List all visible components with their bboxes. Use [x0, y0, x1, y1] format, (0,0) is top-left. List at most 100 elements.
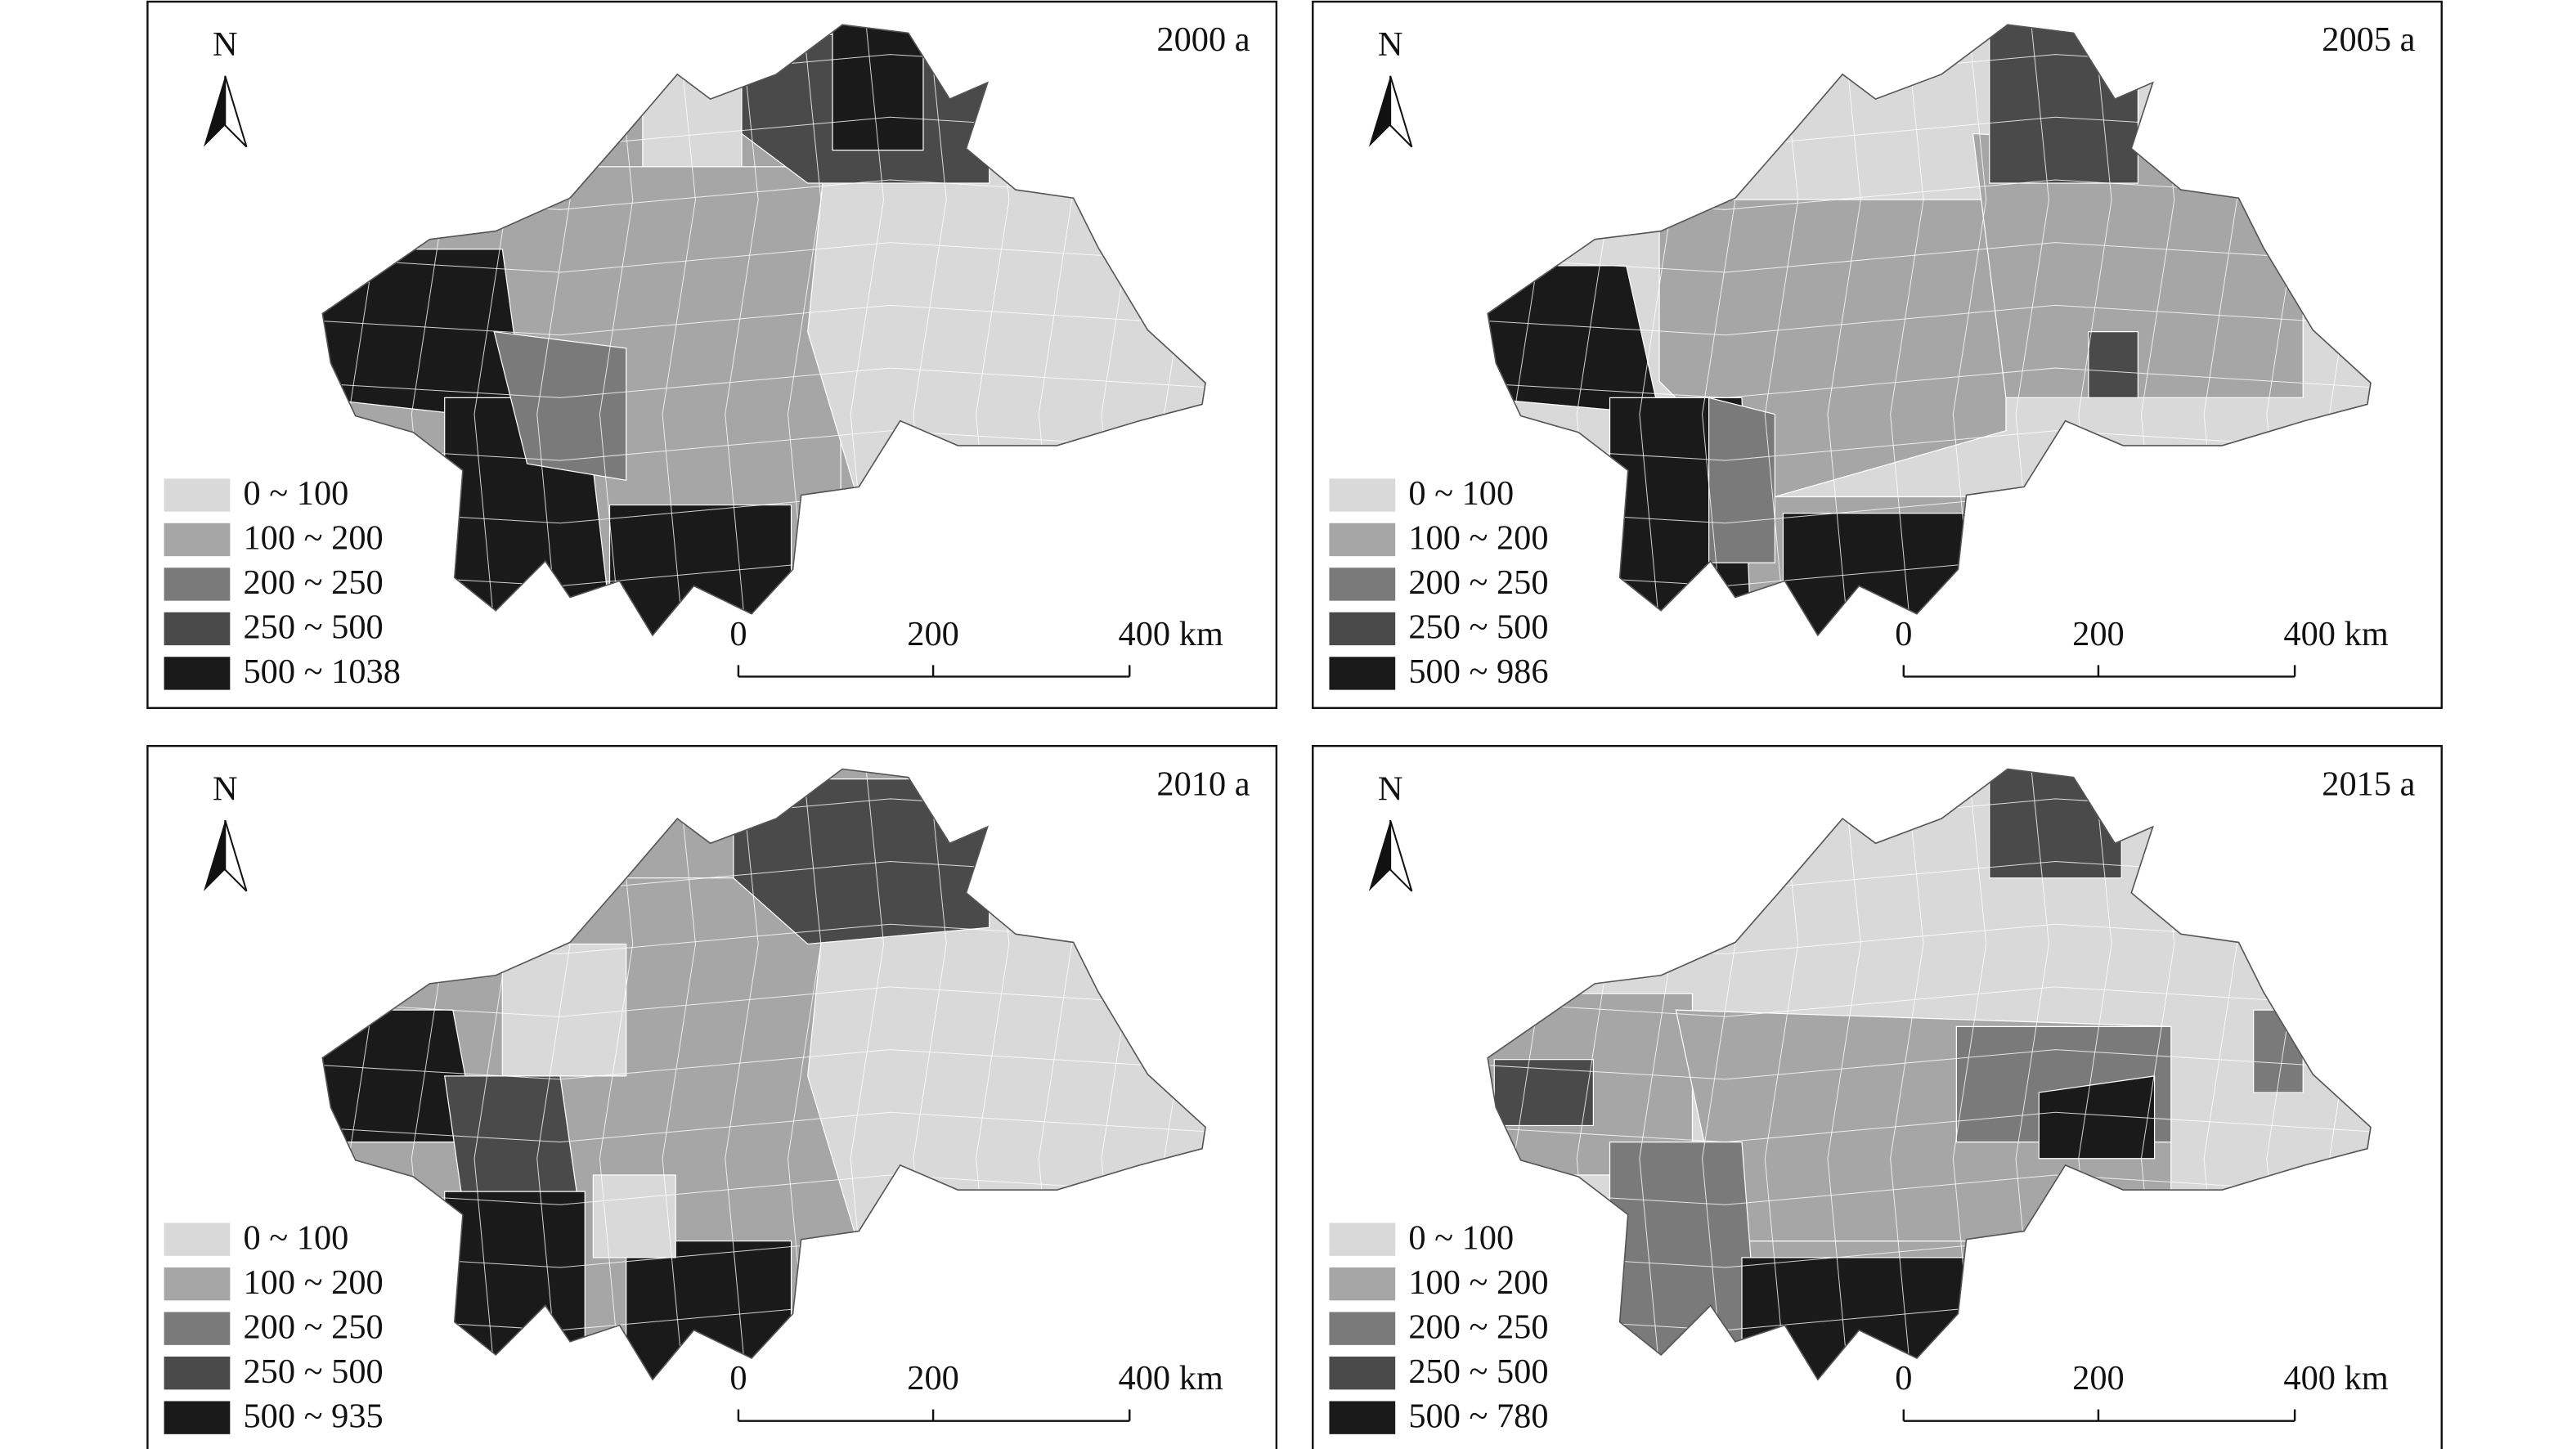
north-label: N — [1378, 769, 1403, 808]
scale-label: 400 km — [2283, 1359, 2388, 1397]
district-group — [2038, 1075, 2156, 1160]
district-border — [662, 25, 696, 636]
legend-label: 250 ~ 500 — [243, 608, 383, 647]
north-arrow — [224, 75, 248, 148]
legend-swatch — [1329, 1267, 1396, 1301]
north-label: N — [1378, 25, 1403, 64]
district-border — [725, 769, 759, 1380]
north-label: N — [213, 25, 238, 64]
legend-swatch — [164, 1401, 231, 1434]
district-border — [322, 367, 1206, 398]
legend-swatch — [1329, 1356, 1396, 1390]
region-map — [322, 25, 1206, 636]
district-group — [501, 943, 627, 1077]
district-group — [1708, 397, 1775, 563]
scale-label: 0 — [1895, 615, 1912, 653]
district-border — [1890, 769, 1924, 1380]
legend-swatch — [1329, 1401, 1396, 1434]
map-panel: 2015 a N 0 ~ 100 100 ~ 200 200 ~ 250 250 ~ 50… — [1312, 745, 2443, 1449]
legend-label: 100 ~ 200 — [1408, 1263, 1548, 1302]
district-border — [1488, 1049, 2371, 1080]
district-border — [1488, 986, 2371, 1017]
district-border — [1488, 242, 2371, 273]
legend-swatch — [164, 657, 231, 690]
district-group — [443, 1075, 577, 1192]
legend-label: 250 ~ 500 — [1408, 608, 1548, 647]
legend-label: 200 ~ 250 — [1408, 1308, 1548, 1346]
map-panel: 2010 a N 0 ~ 100 100 ~ 200 200 ~ 250 250 ~ 50… — [146, 745, 1278, 1449]
legend-label: 100 ~ 200 — [1408, 519, 1548, 558]
scale-label: 400 km — [1119, 615, 1223, 653]
panel-title: 2015 a — [2322, 765, 2415, 803]
legend-swatch — [1329, 612, 1396, 646]
scale-label: 0 — [729, 1359, 747, 1397]
legend-label: 200 ~ 250 — [243, 563, 383, 602]
north-label: N — [213, 769, 238, 808]
legend-label: 0 ~ 100 — [243, 474, 348, 513]
legend-label: 0 ~ 100 — [243, 1218, 348, 1257]
legend-swatch — [1329, 657, 1396, 690]
legend-label: 500 ~ 780 — [1408, 1397, 1548, 1435]
panel-title: 2005 a — [2322, 20, 2415, 59]
district-border — [1890, 25, 1924, 636]
north-arrow — [224, 819, 248, 892]
map-panel: 2000 a N 0 ~ 100 100 ~ 200 200 ~ 250 250 ~ 50… — [146, 0, 1278, 710]
district-border — [322, 986, 1206, 1017]
district-border — [1827, 769, 1861, 1380]
district-border — [322, 1049, 1206, 1080]
region-outline — [1487, 24, 2372, 637]
north-arrow — [1389, 819, 1413, 892]
district-border — [322, 1111, 1206, 1143]
legend-label: 250 ~ 500 — [1408, 1353, 1548, 1391]
scale-label: 200 — [907, 615, 959, 653]
district-border — [322, 242, 1206, 273]
scale-label: 200 — [907, 1359, 959, 1397]
north-arrow — [1389, 75, 1413, 148]
district-group — [832, 25, 924, 151]
legend-swatch — [164, 523, 231, 557]
legend-swatch — [164, 1267, 231, 1301]
legend-label: 0 ~ 100 — [1408, 474, 1514, 513]
legend-swatch — [164, 567, 231, 601]
region-outline — [1487, 768, 2372, 1381]
legend-label: 0 ~ 100 — [1408, 1218, 1514, 1257]
north-arrow — [1368, 75, 1391, 147]
region-outline — [321, 768, 1206, 1381]
panel-title: 2010 a — [1156, 765, 1250, 803]
legend-swatch — [1329, 567, 1396, 601]
district-group — [493, 330, 627, 482]
district-border — [322, 304, 1206, 336]
legend-label: 100 ~ 200 — [243, 519, 383, 558]
legend-label: 500 ~ 935 — [243, 1397, 383, 1435]
legend-label: 500 ~ 1038 — [243, 653, 400, 691]
legend-swatch — [164, 612, 231, 646]
north-arrow — [1368, 820, 1391, 891]
north-arrow — [204, 75, 226, 147]
legend-label: 250 ~ 500 — [243, 1353, 383, 1391]
district-group — [592, 1174, 676, 1258]
legend-label: 200 ~ 250 — [243, 1308, 383, 1346]
scale-label: 200 — [2072, 615, 2125, 653]
district-border — [1827, 25, 1861, 636]
legend-swatch — [1329, 1222, 1396, 1256]
district-group — [2088, 331, 2138, 398]
legend-label: 500 ~ 986 — [1408, 653, 1548, 691]
scale-label: 0 — [1895, 1359, 1912, 1397]
legend-swatch — [164, 1312, 231, 1345]
legend-swatch — [164, 478, 231, 512]
region-outline — [321, 24, 1206, 637]
district-border — [1488, 304, 2371, 336]
district-border — [662, 769, 696, 1380]
legend-swatch — [164, 1222, 231, 1256]
map-panel: 2005 a N 0 ~ 100 100 ~ 200 200 ~ 250 250 ~ 50… — [1312, 0, 2443, 710]
scale-label: 0 — [729, 615, 747, 653]
district-border — [1488, 1111, 2371, 1143]
legend-label: 100 ~ 200 — [243, 1263, 383, 1302]
legend-swatch — [1329, 1312, 1396, 1345]
district-border — [725, 25, 759, 636]
legend-swatch — [1329, 523, 1396, 557]
scale-label: 200 — [2072, 1359, 2125, 1397]
legend-swatch — [164, 1356, 231, 1390]
